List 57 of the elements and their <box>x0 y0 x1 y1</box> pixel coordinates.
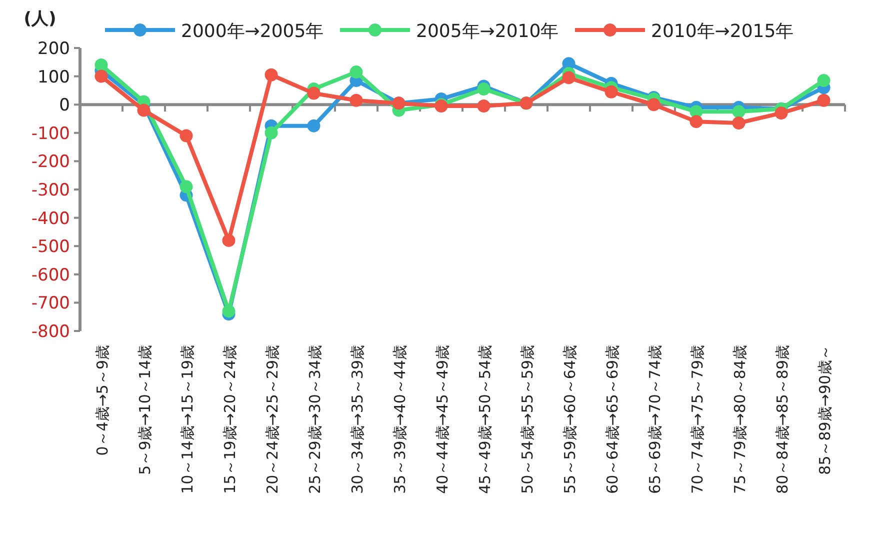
y-tick-label: -300 <box>31 180 70 200</box>
x-tick-label: 10～14歳→15～19歳 <box>178 345 196 494</box>
point <box>350 94 363 107</box>
point <box>307 86 320 100</box>
point <box>732 116 746 130</box>
x-tick-label: 20～24歳→25～29歳 <box>263 345 282 494</box>
legend-label: 2005年→2010年 <box>416 21 559 42</box>
point <box>817 74 830 88</box>
point <box>562 71 576 84</box>
x-tick-label: 40～44歳→45～49歳 <box>433 345 452 494</box>
point <box>222 304 236 318</box>
point <box>647 98 660 112</box>
y-tick-label: -700 <box>31 294 70 314</box>
point <box>604 85 618 98</box>
point <box>477 100 490 113</box>
x-tick-label: 55～59歳→60～64歳 <box>560 345 579 494</box>
y-tick-label: 0 <box>59 96 70 116</box>
x-tick-label: 35～39歳→40～44歳 <box>390 345 409 494</box>
x-tick-label: 0～4歳→5～9歳 <box>93 345 112 456</box>
y-axis-title: (人) <box>24 9 56 29</box>
x-tick-label: 60～64歳→65～69歳 <box>603 345 622 494</box>
y-tick-label: 200 <box>38 39 70 59</box>
y-tick-label: -600 <box>31 265 70 286</box>
point <box>817 94 830 107</box>
y-tick-label: 100 <box>38 67 70 88</box>
legend-label: 2010年→2015年 <box>651 21 794 42</box>
y-tick-label: -800 <box>31 322 70 342</box>
x-tick-label: 15～19歳→20～24歳 <box>220 345 239 494</box>
x-tick-label: 65～69歳→70～74歳 <box>646 345 664 494</box>
point <box>222 234 236 247</box>
point <box>180 129 193 142</box>
legend-label: 2000年→2005年 <box>181 21 324 42</box>
point <box>137 104 150 117</box>
point <box>774 106 788 120</box>
point <box>690 115 703 128</box>
point <box>264 126 278 140</box>
point <box>732 105 746 118</box>
point <box>94 70 108 83</box>
x-tick-label: 70～74歳→75～79歳 <box>688 345 706 494</box>
y-tick-label: -400 <box>31 208 70 229</box>
point <box>477 82 490 96</box>
x-tick-label: 50～54歳→55～59歳 <box>518 345 536 494</box>
x-tick-label: 75～79歳→80～84歳 <box>730 345 749 494</box>
x-tick-label: 45～49歳→50～54歳 <box>476 345 494 494</box>
y-tick-label: -100 <box>31 124 70 144</box>
point <box>350 66 363 79</box>
x-tick-label: 5～9歳→10～14歳 <box>136 345 154 475</box>
x-tick-label: 85～89歳→90歳～ <box>816 345 834 475</box>
point <box>94 58 108 72</box>
point <box>264 68 278 82</box>
x-tick-label: 25～29歳→30～34歳 <box>306 345 324 494</box>
point <box>180 180 193 194</box>
y-tick-label: -500 <box>31 237 70 258</box>
x-tick-label: 30～34歳→35～39歳 <box>348 345 366 494</box>
y-tick-label: -200 <box>31 152 70 172</box>
point <box>307 119 320 132</box>
x-tick-label: 80～84歳→85～89歳 <box>773 345 792 494</box>
